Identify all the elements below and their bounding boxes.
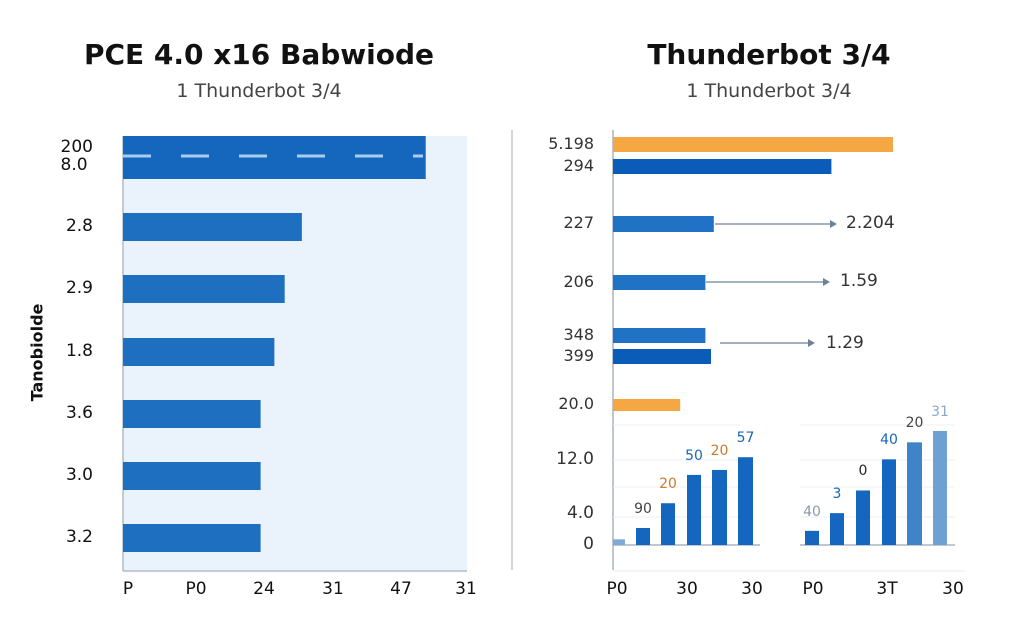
annotation-label: 1.29 [826,333,864,353]
x-tick-label: P0 [606,579,628,599]
bar [613,399,681,411]
bar [933,431,947,545]
data-label: 20 [905,415,924,432]
data-label: 20 [710,442,729,459]
bar [856,490,870,545]
data-label: 50 [685,447,703,464]
bar [805,530,819,545]
data-label: 90 [634,501,652,517]
bar [687,474,701,545]
x-tick-label: 31 [455,579,477,599]
bar [907,442,922,545]
bar [661,503,675,545]
bar [613,328,706,343]
bar [882,459,896,545]
bar [123,213,302,241]
y-tick-label: 399 [563,345,594,365]
y-tick-label: 3.0 [65,465,93,485]
annotation-label: 2.204 [846,213,895,233]
y-tick-label: 5.198 [548,133,594,153]
y-tick-label: 20.0 [558,394,594,413]
x-tick-label: 47 [390,579,412,599]
y-tick-label: 0 [583,534,594,554]
left-chart-subtitle: 1 Thunderbot 3/4 [176,80,342,102]
bar [123,338,275,366]
y-tick-label: 1.8 [65,341,93,361]
arrow-head [823,278,830,286]
x-tick-label: 30 [741,579,763,599]
y-tick-label: 3.6 [65,403,93,423]
right-chart-subtitle: 1 Thunderbot 3/4 [686,80,852,102]
y-tick-label: 2.9 [65,278,93,298]
data-label: 40 [880,432,898,449]
left-chart-title: PCE 4.0 x16 Babwiode [83,38,435,71]
y-tick-label: 4.0 [566,503,594,523]
x-tick-label: P0 [185,579,207,599]
y-tick-label: 294 [563,155,594,175]
y-tick-label: 12.0 [556,449,594,469]
y-tick-label: 227 [563,213,594,232]
y-tick-label: 348 [563,324,594,344]
bar [738,457,753,545]
bar [613,349,711,364]
x-tick-label: 31 [322,579,344,599]
y-tick-label: 206 [563,271,594,291]
y-tick-label: 200 8.0 [60,136,93,176]
x-tick-label: 30 [942,579,964,599]
data-label: 3 [832,486,842,503]
x-tick-label: P0 [802,579,824,599]
data-label: 0 [858,463,868,480]
right-chart-title: Thunderbot 3/4 [647,38,891,71]
arrow-head [808,339,815,347]
bar [613,159,832,174]
bar [123,524,261,552]
data-label: 57 [736,430,755,447]
bar [613,275,706,290]
left-y-axis-label: Tanobiolde [27,303,47,402]
x-tick-label: P [122,579,134,599]
bar [123,462,261,490]
data-label: 20 [659,476,677,493]
bar [123,400,261,428]
bar [613,137,893,152]
bar [830,513,844,545]
data-label: 31 [931,404,949,420]
x-tick-label: 3T [876,579,898,599]
data-label: 40 [803,503,821,520]
bar [613,216,714,232]
arrow-head [830,220,837,228]
x-tick-label: 24 [253,579,275,599]
bar [123,275,285,303]
bar [636,528,650,545]
annotation-label: 1.59 [840,271,878,291]
bar [712,469,727,545]
x-tick-label: 30 [676,579,698,599]
y-tick-label: 3.2 [65,527,93,547]
bar [613,539,625,545]
y-tick-label: 2.8 [65,216,93,236]
